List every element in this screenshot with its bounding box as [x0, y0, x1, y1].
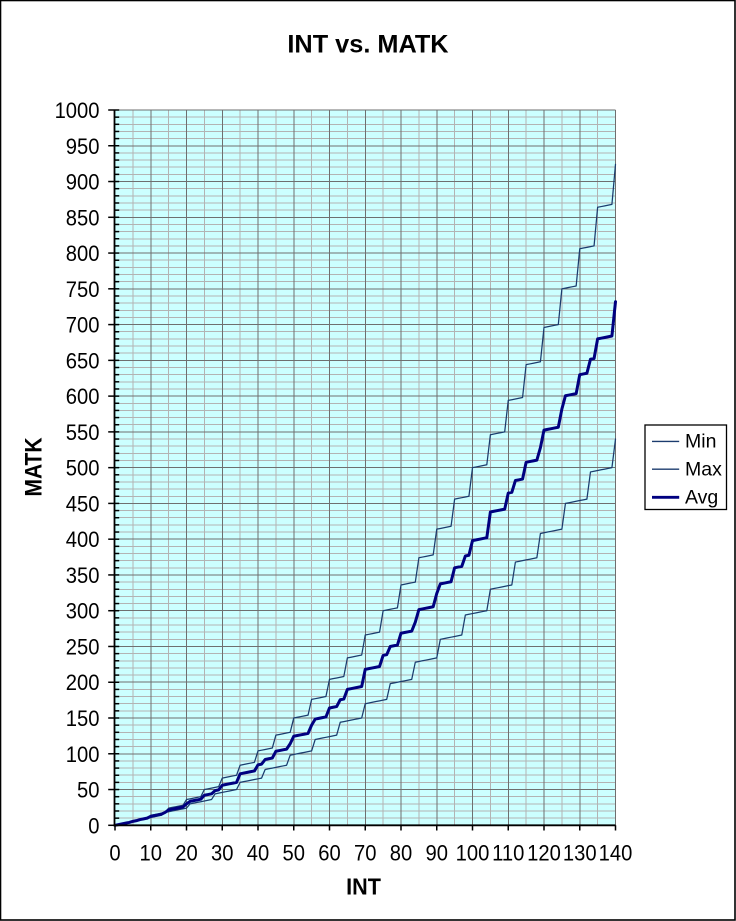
- svg-text:Max: Max: [685, 458, 722, 480]
- svg-text:350: 350: [66, 564, 100, 588]
- svg-text:850: 850: [66, 207, 100, 231]
- svg-text:20: 20: [175, 842, 197, 866]
- svg-text:0: 0: [88, 815, 99, 839]
- svg-text:10: 10: [140, 842, 162, 866]
- svg-text:600: 600: [66, 385, 100, 409]
- svg-text:MATK: MATK: [20, 437, 46, 496]
- svg-text:Min: Min: [685, 431, 716, 453]
- svg-text:50: 50: [283, 842, 305, 866]
- svg-text:70: 70: [354, 842, 376, 866]
- svg-text:Avg: Avg: [685, 486, 718, 508]
- svg-text:1000: 1000: [55, 99, 100, 123]
- svg-text:150: 150: [66, 707, 100, 731]
- svg-text:550: 550: [66, 421, 100, 445]
- svg-text:110: 110: [492, 842, 524, 866]
- svg-text:950: 950: [66, 135, 100, 159]
- svg-text:100: 100: [456, 842, 490, 866]
- svg-text:130: 130: [563, 842, 597, 866]
- svg-text:450: 450: [66, 493, 100, 517]
- svg-text:80: 80: [390, 842, 412, 866]
- svg-text:750: 750: [66, 278, 100, 302]
- svg-text:300: 300: [66, 600, 100, 624]
- svg-text:50: 50: [77, 779, 99, 803]
- svg-text:120: 120: [527, 842, 561, 866]
- svg-text:140: 140: [599, 842, 633, 866]
- svg-text:250: 250: [66, 636, 100, 660]
- svg-text:500: 500: [66, 457, 100, 481]
- svg-text:0: 0: [109, 842, 120, 866]
- svg-text:INT: INT: [346, 874, 381, 900]
- svg-text:200: 200: [66, 672, 100, 696]
- svg-text:60: 60: [318, 842, 340, 866]
- svg-text:40: 40: [247, 842, 269, 866]
- svg-text:90: 90: [426, 842, 448, 866]
- svg-text:100: 100: [66, 743, 100, 767]
- svg-text:700: 700: [66, 314, 100, 338]
- svg-text:30: 30: [211, 842, 233, 866]
- svg-text:650: 650: [66, 350, 100, 374]
- svg-text:INT vs. MATK: INT vs. MATK: [287, 30, 449, 58]
- svg-text:800: 800: [66, 242, 100, 266]
- svg-text:400: 400: [66, 529, 100, 553]
- svg-text:900: 900: [66, 171, 100, 195]
